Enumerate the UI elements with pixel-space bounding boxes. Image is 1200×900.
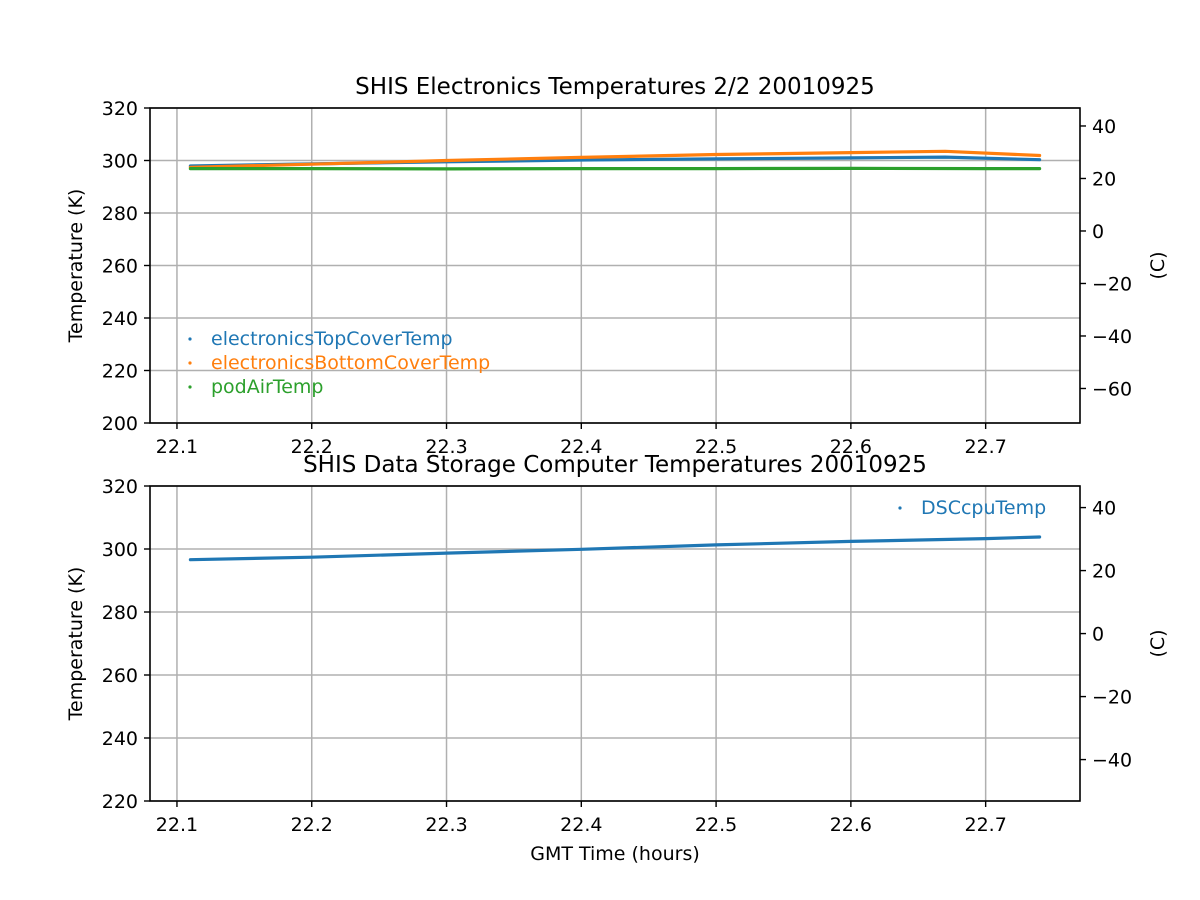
chart-title: SHIS Data Storage Computer Temperatures …	[303, 452, 927, 478]
x-tick-label: 22.1	[156, 814, 198, 836]
legend-entry: electronicsBottomCoverTemp	[211, 352, 490, 374]
y-tick-label: 300	[102, 539, 138, 561]
y-tick-label: 260	[102, 256, 138, 278]
y-tick-label: 220	[102, 791, 138, 813]
x-tick-label: 22.2	[291, 436, 333, 458]
x-tick-label: 22.6	[830, 436, 872, 458]
legend-marker	[188, 337, 192, 341]
legend-marker	[898, 506, 902, 510]
x-tick-label: 22.7	[964, 814, 1006, 836]
legend-entry: electronicsTopCoverTemp	[211, 328, 453, 350]
y2-axis-label: (C)	[1147, 251, 1169, 279]
series-line-DSCcpuTemp	[188, 535, 1042, 562]
y2-tick-label: 20	[1092, 168, 1116, 190]
series-line-podAirTemp	[188, 166, 1042, 171]
x-tick-label: 22.4	[560, 436, 602, 458]
y-tick-label: 240	[102, 728, 138, 750]
plot-frame	[149, 485, 1081, 802]
x-axis-label: GMT Time (hours)	[530, 843, 700, 865]
y2-tick-label: 20	[1092, 561, 1116, 583]
y2-tick-label: −20	[1092, 687, 1132, 709]
y2-tick-label: 0	[1092, 221, 1104, 243]
y2-tick-label: −20	[1092, 273, 1132, 295]
y2-tick-label: 40	[1092, 116, 1116, 138]
x-tick-label: 22.3	[425, 436, 467, 458]
x-tick-label: 22.6	[830, 814, 872, 836]
legend-marker	[188, 361, 192, 365]
y-tick-label: 200	[102, 413, 138, 435]
x-tick-label: 22.4	[560, 814, 602, 836]
x-tick-label: 22.1	[156, 436, 198, 458]
x-tick-label: 22.2	[291, 814, 333, 836]
x-tick-label: 22.5	[695, 436, 737, 458]
chart-panel-1: 22.1 22.2 22.3 22.4 22.5 22.6 22.7200220240260…	[65, 74, 1169, 458]
y-tick-label: 220	[102, 361, 138, 383]
y-tick-label: 300	[102, 151, 138, 173]
y-tick-label: 320	[102, 476, 138, 498]
y2-tick-label: −40	[1092, 750, 1132, 772]
y2-tick-label: −60	[1092, 378, 1132, 400]
y-axis-label: Temperature (K)	[65, 567, 87, 722]
y-tick-label: 280	[102, 203, 138, 225]
y-tick-label: 320	[102, 98, 138, 120]
x-tick-label: 22.5	[695, 814, 737, 836]
y-axis-label: Temperature (K)	[65, 189, 87, 344]
x-tick-label: 22.7	[964, 436, 1006, 458]
chart-panel-2: 22.1 22.2 22.3 22.4 22.5 22.6 22.7 220 240 260 280…	[65, 452, 1169, 865]
chart-title: SHIS Electronics Temperatures 2/2 200109…	[355, 74, 875, 100]
y-tick-label: 280	[102, 602, 138, 624]
legend-entry: DSCcpuTemp	[921, 497, 1046, 519]
y2-axis-label: (C)	[1147, 629, 1169, 657]
x-tick-label: 22.3	[425, 814, 467, 836]
y2-tick-label: −40	[1092, 326, 1132, 348]
y2-tick-label: 40	[1092, 498, 1116, 520]
legend-marker	[188, 385, 192, 389]
y2-tick-label: 0	[1092, 624, 1104, 646]
y-tick-label: 240	[102, 308, 138, 330]
y-tick-label: 260	[102, 665, 138, 687]
legend-entry: podAirTemp	[211, 376, 323, 398]
series-line-electronicsBottomCoverTemp	[188, 149, 1042, 169]
